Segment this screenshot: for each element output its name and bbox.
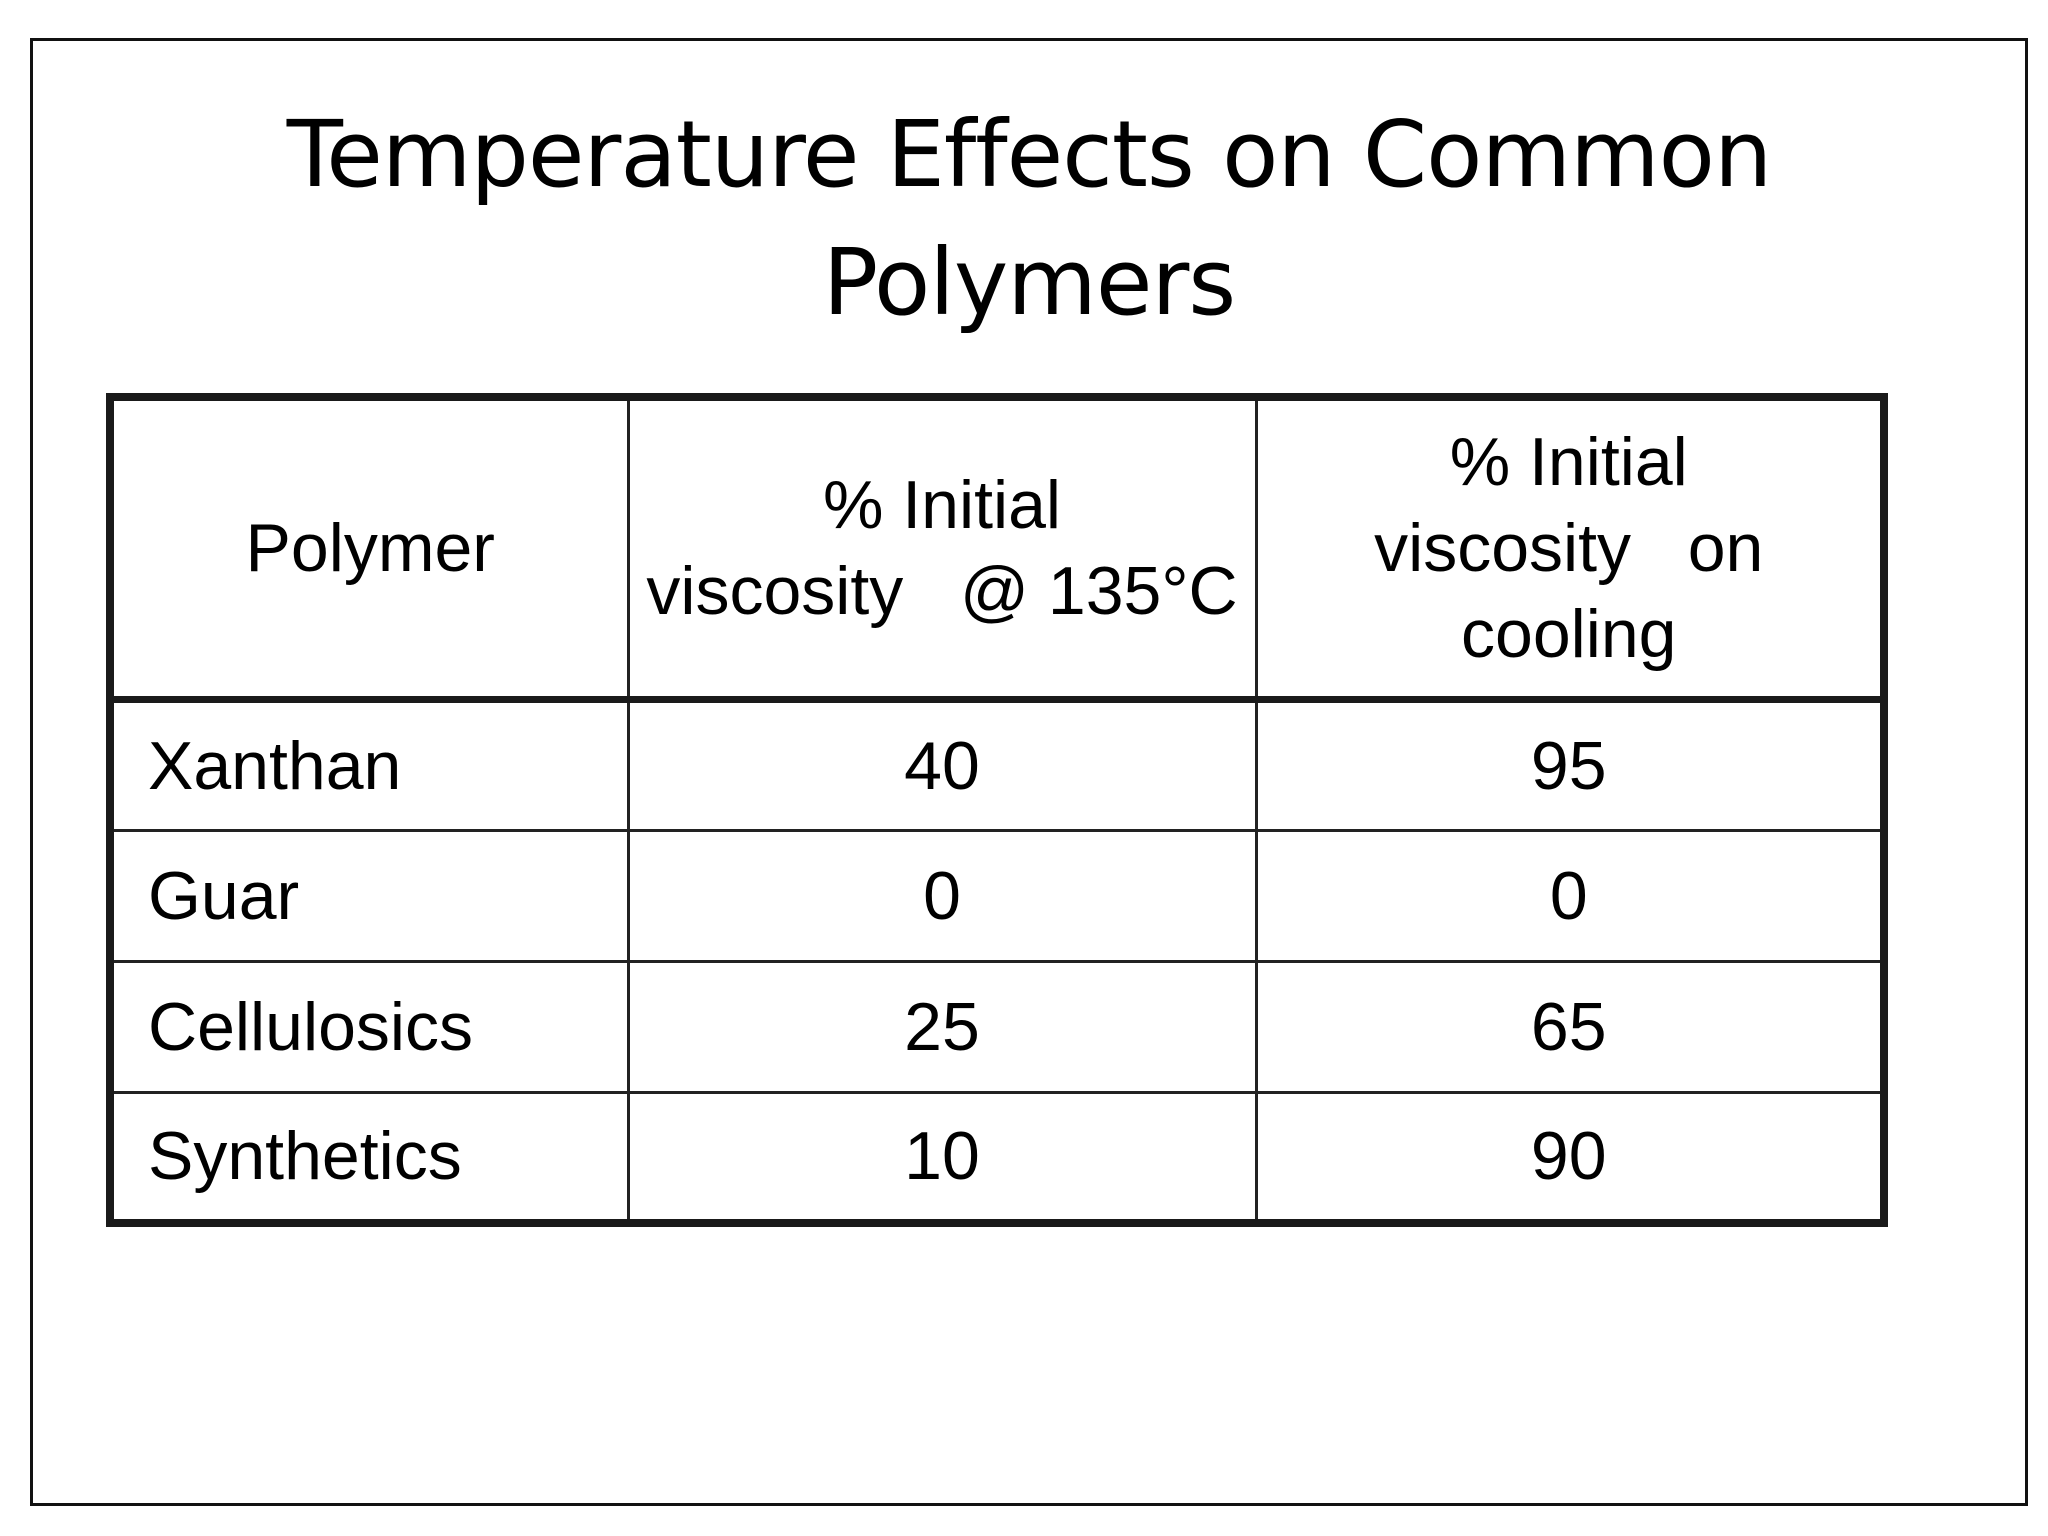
header-viscosity-cooling: % Initial viscosity on cooling <box>1254 395 1886 703</box>
cell-viscosity-135c: 10 <box>626 1090 1258 1225</box>
header-viscosity-cooling-line-3: cooling <box>1461 596 1677 673</box>
cell-polymer-name: Guar <box>108 828 630 963</box>
cell-viscosity-135c: 25 <box>626 959 1258 1094</box>
slide-title-line-2: Polymers <box>822 229 1236 336</box>
header-viscosity-135c-line-2: viscosity @ 135°C <box>646 553 1238 630</box>
cell-viscosity-cooling: 90 <box>1254 1090 1886 1225</box>
slide-title: Temperature Effects on Common Polymers <box>33 91 2025 347</box>
header-polymer: Polymer <box>108 395 630 703</box>
table-row: Xanthan 40 95 <box>108 697 1886 832</box>
cell-viscosity-135c: 40 <box>626 697 1258 832</box>
polymer-viscosity-table: Polymer % Initial viscosity @ 135°C % In… <box>106 393 1888 1227</box>
cell-polymer-name: Cellulosics <box>108 959 630 1094</box>
cell-polymer-name: Xanthan <box>108 697 630 832</box>
table-row: Synthetics 10 90 <box>108 1090 1886 1225</box>
cell-viscosity-135c: 0 <box>626 828 1258 963</box>
cell-viscosity-cooling: 0 <box>1254 828 1886 963</box>
cell-polymer-name: Synthetics <box>108 1090 630 1225</box>
header-viscosity-135c: % Initial viscosity @ 135°C <box>626 395 1258 703</box>
cell-viscosity-cooling: 95 <box>1254 697 1886 832</box>
table-row: Cellulosics 25 65 <box>108 959 1886 1094</box>
table-header-row: Polymer % Initial viscosity @ 135°C % In… <box>108 395 1886 703</box>
header-viscosity-135c-line-1: % Initial <box>822 467 1062 544</box>
cell-viscosity-cooling: 65 <box>1254 959 1886 1094</box>
header-viscosity-cooling-line-2: viscosity on <box>1374 510 1764 587</box>
slide-title-line-1: Temperature Effects on Common <box>286 101 1773 208</box>
header-viscosity-cooling-line-1: % Initial <box>1449 424 1688 501</box>
table-row: Guar 0 0 <box>108 828 1886 963</box>
header-polymer-label: Polymer <box>245 510 495 587</box>
